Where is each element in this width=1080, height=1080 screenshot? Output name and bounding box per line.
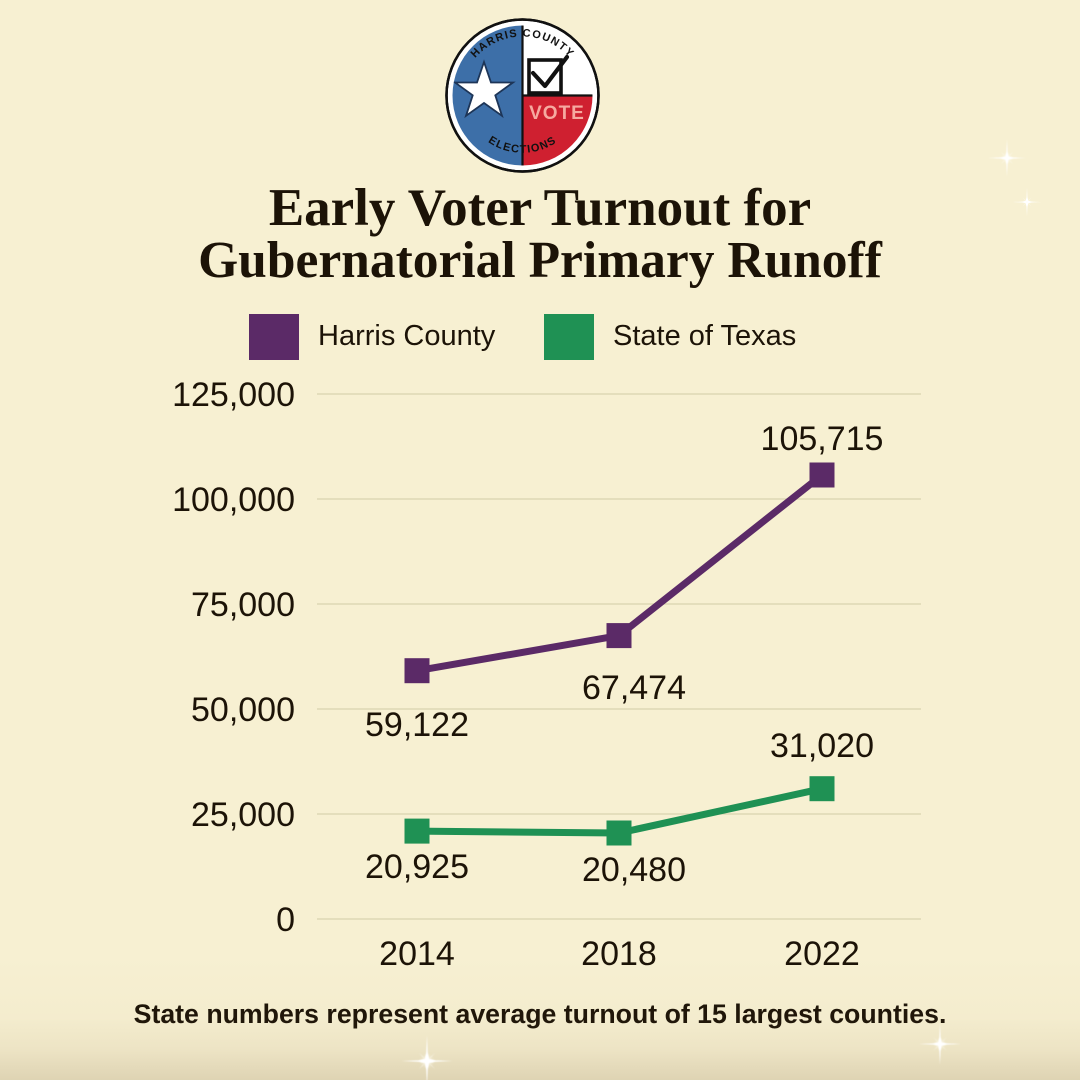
svg-text:67,474: 67,474	[582, 669, 686, 707]
svg-text:75,000: 75,000	[191, 586, 295, 624]
svg-text:2022: 2022	[784, 935, 860, 973]
svg-text:2018: 2018	[581, 935, 657, 973]
svg-text:20,480: 20,480	[582, 851, 686, 889]
svg-text:100,000: 100,000	[172, 481, 295, 519]
svg-text:59,122: 59,122	[365, 706, 469, 744]
svg-text:31,020: 31,020	[770, 727, 874, 765]
svg-text:2014: 2014	[379, 935, 455, 973]
svg-text:0: 0	[276, 901, 295, 939]
svg-text:20,925: 20,925	[365, 848, 469, 886]
svg-text:25,000: 25,000	[191, 796, 295, 834]
svg-text:50,000: 50,000	[191, 691, 295, 729]
svg-text:105,715: 105,715	[761, 420, 884, 458]
svg-text:125,000: 125,000	[172, 376, 295, 414]
